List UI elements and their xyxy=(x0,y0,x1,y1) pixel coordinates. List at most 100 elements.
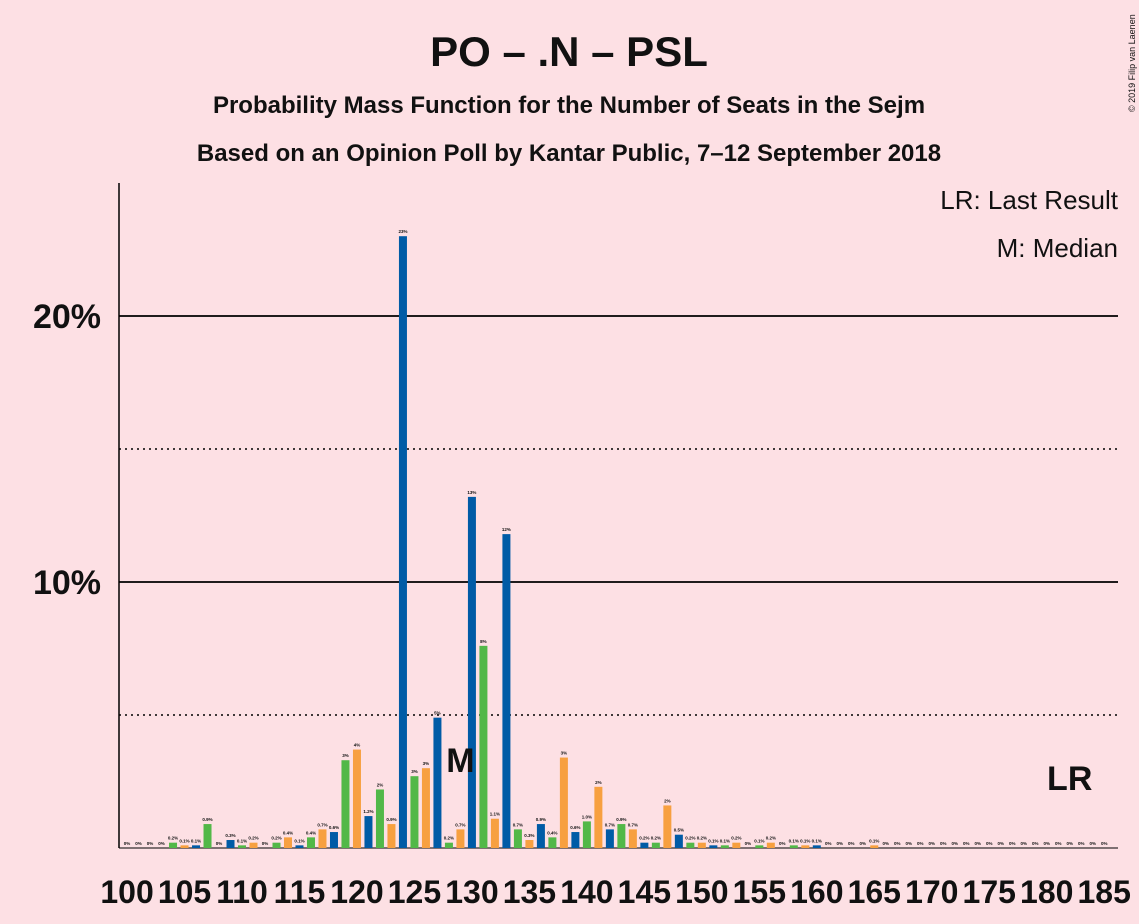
value-label: 3% xyxy=(411,769,418,774)
x-tick-label: 155 xyxy=(733,874,786,910)
bar xyxy=(249,842,258,848)
value-label: 0.1% xyxy=(191,838,201,843)
value-label: 0.1% xyxy=(754,838,764,843)
bar xyxy=(444,842,453,848)
x-tick-label: 145 xyxy=(618,874,671,910)
bar xyxy=(479,645,488,848)
bar xyxy=(605,829,614,848)
value-label: 0.4% xyxy=(283,830,293,835)
value-label: 1.0% xyxy=(582,814,592,819)
value-label: 0% xyxy=(906,841,913,846)
x-tick-label: 110 xyxy=(216,874,268,910)
chart-subtitle: Based on an Opinion Poll by Kantar Publi… xyxy=(197,140,941,167)
value-label: 2% xyxy=(664,798,671,803)
value-label: 0.7% xyxy=(513,822,523,827)
x-tick-label: 105 xyxy=(158,874,211,910)
x-tick-label: 140 xyxy=(560,874,613,910)
value-label: 3% xyxy=(342,753,349,758)
value-label: 8% xyxy=(480,639,487,644)
bar xyxy=(226,840,235,848)
value-label: 0.2% xyxy=(651,836,661,841)
bar xyxy=(559,757,568,848)
value-label: 0% xyxy=(124,841,131,846)
value-label: 0.1% xyxy=(800,838,810,843)
bar xyxy=(582,821,591,848)
value-label: 0.4% xyxy=(547,830,557,835)
value-label: 0% xyxy=(1020,841,1027,846)
value-label: 0.1% xyxy=(789,838,799,843)
value-label: 0% xyxy=(997,841,1004,846)
value-label: 0% xyxy=(883,841,890,846)
value-label: 0% xyxy=(940,841,947,846)
bar xyxy=(674,834,683,848)
value-label: 0.2% xyxy=(639,836,649,841)
bar xyxy=(870,845,879,848)
value-label: 0.2% xyxy=(685,836,695,841)
value-label: 0% xyxy=(745,841,752,846)
value-label: 1.1% xyxy=(490,812,500,817)
value-label: 3% xyxy=(561,751,568,756)
value-label: 0% xyxy=(974,841,981,846)
bar xyxy=(766,842,775,848)
bar xyxy=(536,824,545,848)
bar xyxy=(283,837,292,848)
value-label: 0.3% xyxy=(225,833,235,838)
value-label: 0.4% xyxy=(306,830,316,835)
value-label: 0.1% xyxy=(237,838,247,843)
legend-text: LR: Last Result xyxy=(940,185,1119,215)
bar xyxy=(238,845,247,848)
bar xyxy=(571,832,580,848)
bar xyxy=(467,496,476,848)
bar xyxy=(628,829,637,848)
bar xyxy=(709,845,718,848)
value-label: 0.7% xyxy=(317,822,327,827)
value-label: 0.1% xyxy=(812,838,822,843)
bar xyxy=(341,760,350,848)
median-marker: M xyxy=(446,742,474,780)
chart-title: PO – .N – PSL xyxy=(430,28,708,75)
x-tick-label: 120 xyxy=(330,874,383,910)
value-label: 0.1% xyxy=(294,838,304,843)
value-label: 0% xyxy=(1066,841,1073,846)
value-label: 2% xyxy=(377,782,384,787)
x-tick-label: 165 xyxy=(848,874,901,910)
bar xyxy=(755,845,764,848)
value-label: 0.3% xyxy=(524,833,534,838)
bar xyxy=(502,534,511,848)
bar xyxy=(640,842,649,848)
value-label: 0.1% xyxy=(869,838,879,843)
value-label: 0.2% xyxy=(731,836,741,841)
value-label: 0% xyxy=(848,841,855,846)
value-label: 0.2% xyxy=(248,836,258,841)
bar xyxy=(651,842,660,848)
bar xyxy=(387,824,396,848)
copyright: © 2019 Filip van Laenen xyxy=(1127,14,1137,112)
value-label: 0.2% xyxy=(168,836,178,841)
value-label: 0% xyxy=(147,841,154,846)
bar xyxy=(686,842,695,848)
value-label: 5% xyxy=(434,711,441,716)
value-label: 0.2% xyxy=(444,836,454,841)
value-label: 0% xyxy=(1043,841,1050,846)
value-label: 0% xyxy=(986,841,993,846)
value-label: 0% xyxy=(1009,841,1016,846)
bar xyxy=(410,776,419,848)
bar xyxy=(594,786,603,848)
value-label: 2% xyxy=(595,780,602,785)
value-label: 0.1% xyxy=(179,838,189,843)
value-label: 23% xyxy=(398,229,407,234)
bar xyxy=(329,832,338,848)
x-tick-label: 115 xyxy=(274,874,326,910)
value-label: 0% xyxy=(135,841,142,846)
bar xyxy=(295,845,304,848)
x-tick-label: 160 xyxy=(790,874,843,910)
bar xyxy=(421,768,430,848)
value-label: 0% xyxy=(825,841,832,846)
bar xyxy=(812,845,821,848)
value-label: 0% xyxy=(837,841,844,846)
value-label: 0% xyxy=(1055,841,1062,846)
bar xyxy=(364,816,373,848)
bar xyxy=(490,818,499,848)
bar xyxy=(398,236,407,848)
